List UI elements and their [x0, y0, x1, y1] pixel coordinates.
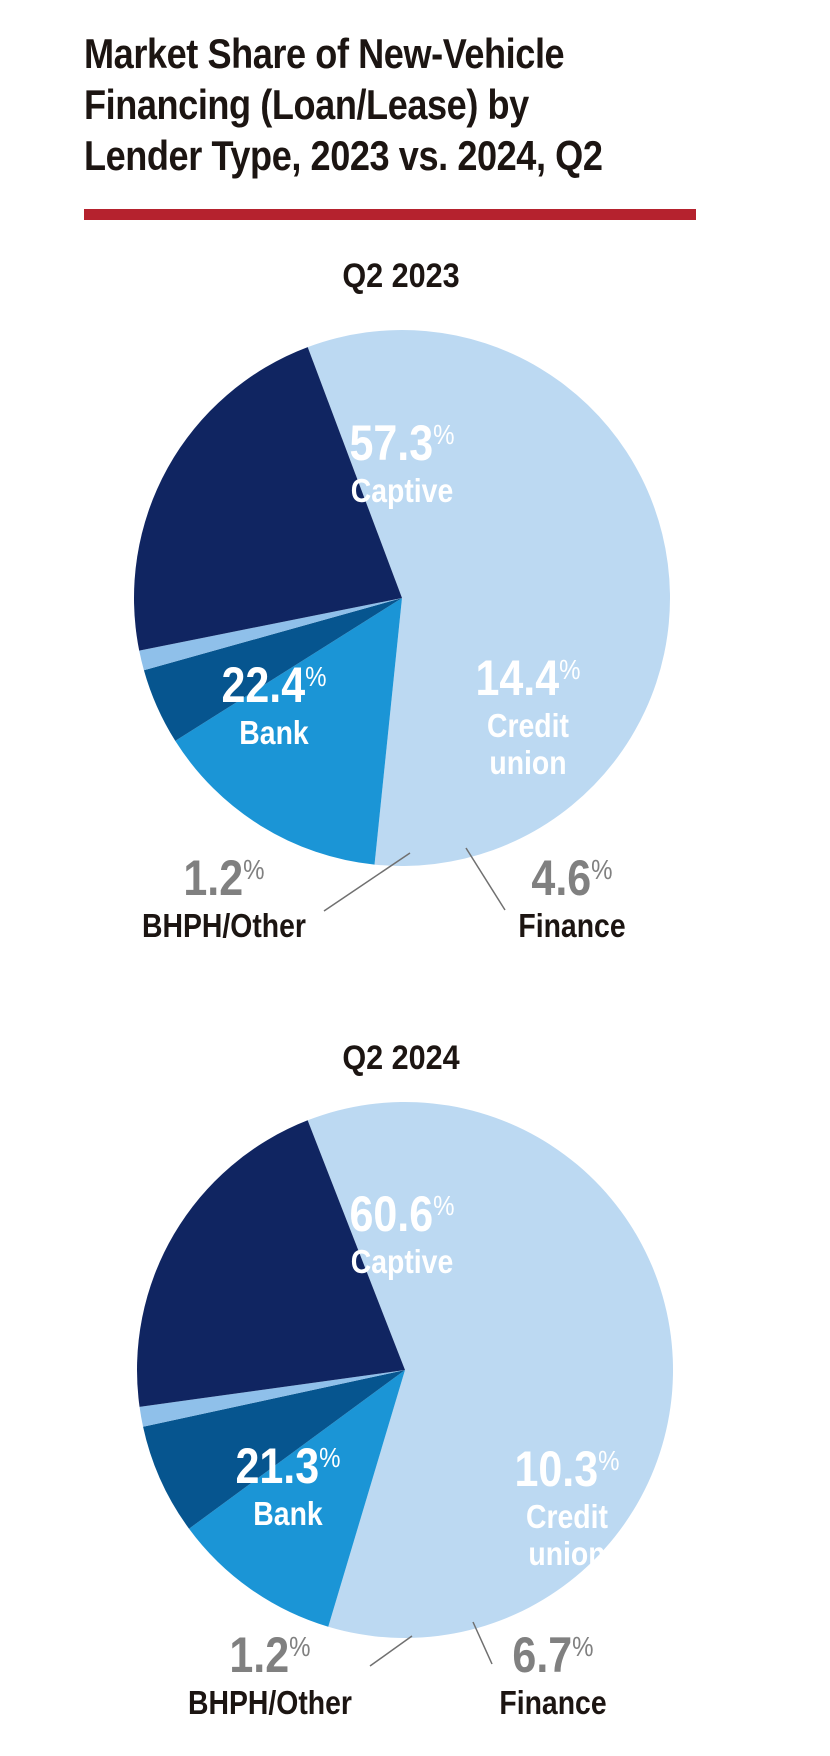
- leader-line-finance: [472, 1621, 493, 1665]
- data-label-credit-union: 10.3%: [514, 1441, 619, 1497]
- data-label-bank: 22.4%: [221, 657, 326, 713]
- pie-slice-credit-union: [175, 598, 402, 865]
- pie-slice-finance: [143, 598, 402, 741]
- pie-slice-captive: [307, 330, 671, 867]
- data-label-credit-union: 14.4%: [475, 650, 580, 706]
- category-label-credit-union: union: [489, 744, 566, 782]
- page-title: Market Share of New-Vehicle Financing (L…: [84, 30, 603, 179]
- pie-slice-bhph-other: [139, 1370, 406, 1427]
- category-label-credit-union: Credit: [487, 707, 569, 745]
- leader-line-finance: [465, 847, 506, 911]
- pie-slice-captive: [307, 1101, 674, 1638]
- category-label-finance: Finance: [518, 907, 625, 945]
- data-label-finance: 6.7%: [512, 1627, 593, 1683]
- data-label-bhph-other: 1.2%: [183, 850, 264, 906]
- chart-title: Q2 2023: [342, 257, 459, 295]
- leader-line-bhph-other: [369, 1635, 413, 1667]
- category-label-bhph-other: BHPH/Other: [142, 907, 306, 945]
- pie-slice-bank: [133, 347, 402, 651]
- pie-slice-finance: [143, 1370, 405, 1529]
- category-label-captive: Captive: [351, 1243, 453, 1281]
- title-rule: [84, 209, 696, 220]
- data-label-finance: 4.6%: [531, 850, 612, 906]
- category-label-credit-union: Credit: [526, 1498, 608, 1536]
- pie-slice-bhph-other: [139, 598, 402, 671]
- category-label-finance: Finance: [499, 1684, 606, 1722]
- data-label-captive: 57.3%: [349, 415, 454, 471]
- chart-title: Q2 2024: [342, 1039, 459, 1077]
- pie-slice-credit-union: [189, 1370, 405, 1627]
- data-label-bank: 21.3%: [235, 1438, 340, 1494]
- category-label-captive: Captive: [351, 472, 453, 510]
- category-label-bank: Bank: [253, 1495, 323, 1533]
- category-label-credit-union: union: [528, 1535, 605, 1573]
- data-label-captive: 60.6%: [349, 1186, 454, 1242]
- leader-line-bhph-other: [323, 852, 411, 912]
- category-label-bhph-other: BHPH/Other: [188, 1684, 352, 1722]
- category-label-bank: Bank: [239, 714, 309, 752]
- pie-slice-bank: [137, 1120, 405, 1407]
- data-label-bhph-other: 1.2%: [229, 1627, 310, 1683]
